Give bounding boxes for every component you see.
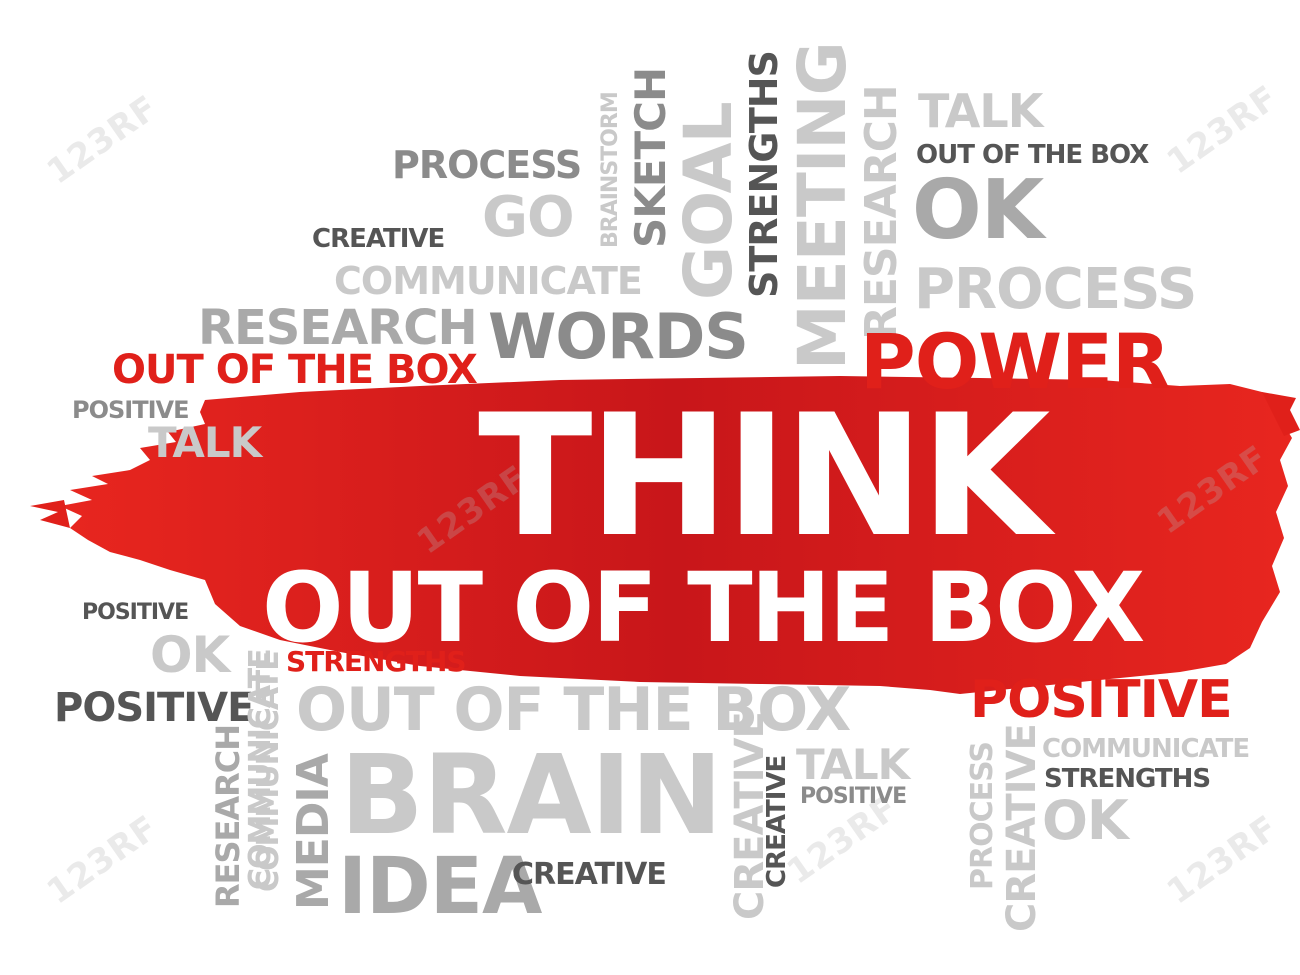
headline-think: THINK [478,378,1050,574]
word-communicate: COMMUNICATE [334,259,643,303]
word-ok: OK [150,626,230,684]
word-talk: TALK [918,84,1043,138]
word-research: RESEARCH [856,85,907,340]
word-research: RESEARCH [209,724,247,908]
word-communicate: COMMUNICATE [251,651,286,892]
word-creative: CREATIVE [762,755,792,888]
word-ok: OK [1042,789,1129,852]
word-media: MEDIA [288,754,339,910]
word-strengths: STRENGTHS [1044,764,1211,794]
word-creative: CREATIVE [999,724,1045,932]
word-goal: GOAL [670,102,747,300]
word-idea: IDEA [338,842,542,932]
word-sketch: SKETCH [626,67,675,248]
word-research: RESEARCH [198,300,478,356]
headline-out-of-the-box: OUT OF THE BOX [262,552,1145,664]
word-meeting: MEETING [784,42,861,370]
word-brain: BRAIN [340,731,723,859]
word-creative: CREATIVE [312,224,445,254]
word-talk: TALK [148,418,262,467]
word-communicate: COMMUNICATE [1042,734,1250,764]
word-process: PROCESS [392,143,582,187]
word-strengths: STRENGTHS [286,645,467,678]
word-ok: OK [912,163,1044,258]
word-talk: TALK [796,740,910,789]
word-positive: POSITIVE [54,685,254,731]
word-go: GO [482,185,575,250]
word-process: PROCESS [965,742,1000,890]
word-positive: POSITIVE [72,396,189,424]
word-positive: POSITIVE [970,670,1233,730]
word-out-of-the-box: OUT OF THE BOX [296,675,851,745]
word-process: PROCESS [914,257,1197,322]
word-strengths: STRENGTHS [742,51,786,298]
word-positive: POSITIVE [800,784,907,809]
word-out-of-the-box: OUT OF THE BOX [112,347,478,393]
word-power: POWER [860,317,1171,406]
word-brainstorm: BRAINSTORM [598,92,623,248]
word-positive: POSITIVE [82,600,189,625]
word-out-of-the-box: OUT OF THE BOX [916,140,1149,170]
word-creative: CREATIVE [512,857,667,892]
word-words: WORDS [488,300,749,373]
